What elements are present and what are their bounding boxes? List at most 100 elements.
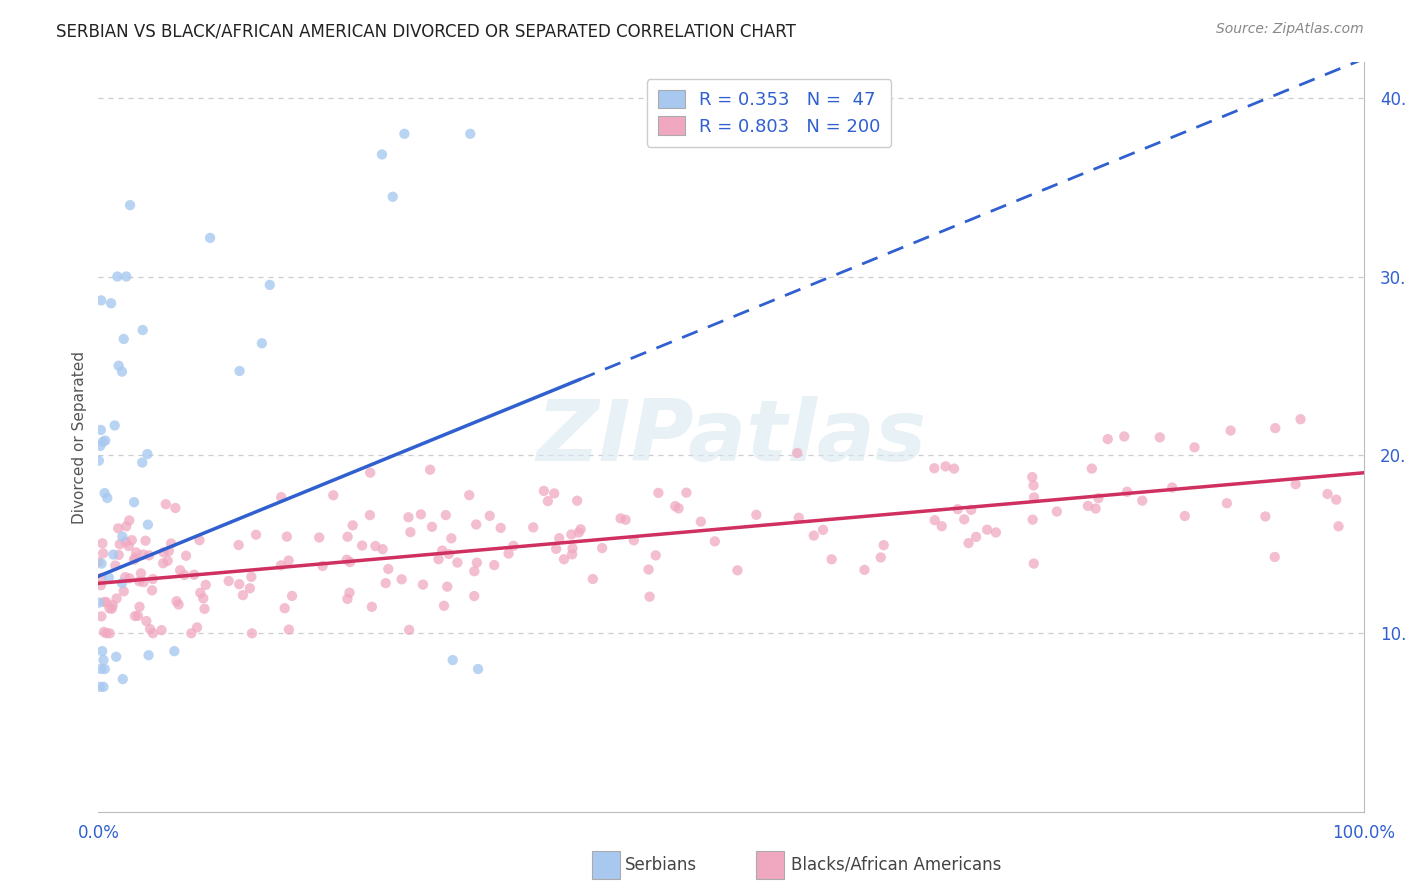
- Text: Serbians: Serbians: [624, 856, 697, 874]
- Point: [647, 486, 669, 500]
- Point: [136, 447, 159, 461]
- Point: [924, 513, 946, 527]
- Point: [245, 527, 267, 541]
- Point: [90, 557, 112, 571]
- Point: [336, 591, 359, 606]
- Point: [152, 545, 174, 559]
- Point: [664, 499, 686, 513]
- Point: [90, 609, 112, 624]
- Point: [277, 554, 299, 568]
- Point: [433, 599, 456, 613]
- Point: [371, 147, 394, 161]
- Point: [484, 558, 506, 572]
- Point: [440, 532, 463, 546]
- Point: [186, 620, 208, 634]
- Point: [399, 525, 422, 540]
- Point: [359, 466, 381, 480]
- Text: ZIPatlas: ZIPatlas: [536, 395, 927, 479]
- Point: [193, 591, 215, 606]
- Point: [374, 576, 396, 591]
- Point: [1116, 484, 1139, 499]
- Point: [96, 595, 118, 609]
- Point: [609, 511, 631, 525]
- Point: [1324, 492, 1347, 507]
- Point: [87, 555, 110, 569]
- Point: [160, 536, 183, 550]
- Point: [561, 547, 583, 561]
- Point: [623, 533, 645, 548]
- Point: [125, 545, 148, 559]
- Point: [173, 568, 195, 582]
- Point: [437, 547, 460, 561]
- Point: [489, 521, 512, 535]
- Point: [546, 541, 568, 556]
- Point: [232, 588, 254, 602]
- Point: [93, 624, 115, 639]
- Point: [853, 563, 876, 577]
- Point: [91, 644, 114, 658]
- Point: [371, 542, 394, 557]
- Point: [128, 574, 150, 589]
- Point: [689, 515, 711, 529]
- Point: [436, 580, 458, 594]
- Point: [87, 596, 110, 610]
- Point: [121, 533, 143, 548]
- Point: [976, 523, 998, 537]
- Point: [943, 461, 966, 475]
- Point: [105, 649, 128, 664]
- Point: [111, 530, 134, 544]
- Point: [1077, 499, 1099, 513]
- Point: [156, 554, 179, 568]
- Point: [129, 566, 152, 581]
- Point: [1081, 461, 1104, 475]
- Point: [1114, 429, 1136, 443]
- Point: [565, 493, 588, 508]
- Point: [381, 190, 404, 204]
- Point: [193, 602, 215, 616]
- Point: [339, 585, 361, 599]
- Point: [138, 648, 160, 663]
- Point: [1264, 549, 1286, 564]
- Point: [118, 513, 141, 527]
- Text: Source: ZipAtlas.com: Source: ZipAtlas.com: [1216, 22, 1364, 37]
- Bar: [592, 851, 620, 880]
- Point: [218, 574, 240, 588]
- Point: [114, 570, 136, 584]
- Point: [582, 572, 605, 586]
- Point: [391, 572, 413, 586]
- Point: [111, 672, 134, 686]
- Point: [115, 269, 138, 284]
- Point: [90, 571, 112, 585]
- Point: [111, 365, 134, 379]
- Point: [1022, 478, 1045, 492]
- Point: [924, 461, 946, 475]
- Point: [142, 572, 165, 586]
- Point: [277, 623, 299, 637]
- Point: [104, 558, 127, 573]
- Text: Blacks/African Americans: Blacks/African Americans: [790, 856, 1001, 874]
- Point: [169, 563, 191, 577]
- Point: [228, 538, 250, 552]
- Point: [107, 548, 129, 562]
- Point: [135, 614, 157, 628]
- Point: [352, 539, 374, 553]
- Point: [111, 576, 134, 591]
- Point: [240, 626, 263, 640]
- Point: [90, 578, 112, 592]
- Point: [638, 590, 661, 604]
- Point: [87, 453, 110, 467]
- Point: [103, 548, 125, 562]
- Point: [93, 486, 115, 500]
- Point: [1021, 513, 1043, 527]
- Point: [96, 626, 118, 640]
- Point: [441, 653, 464, 667]
- Point: [419, 463, 441, 477]
- Point: [935, 459, 957, 474]
- Point: [138, 549, 160, 563]
- Point: [675, 485, 697, 500]
- Point: [1184, 440, 1206, 454]
- Point: [957, 536, 980, 550]
- Point: [180, 626, 202, 640]
- Point: [960, 503, 983, 517]
- Point: [1254, 509, 1277, 524]
